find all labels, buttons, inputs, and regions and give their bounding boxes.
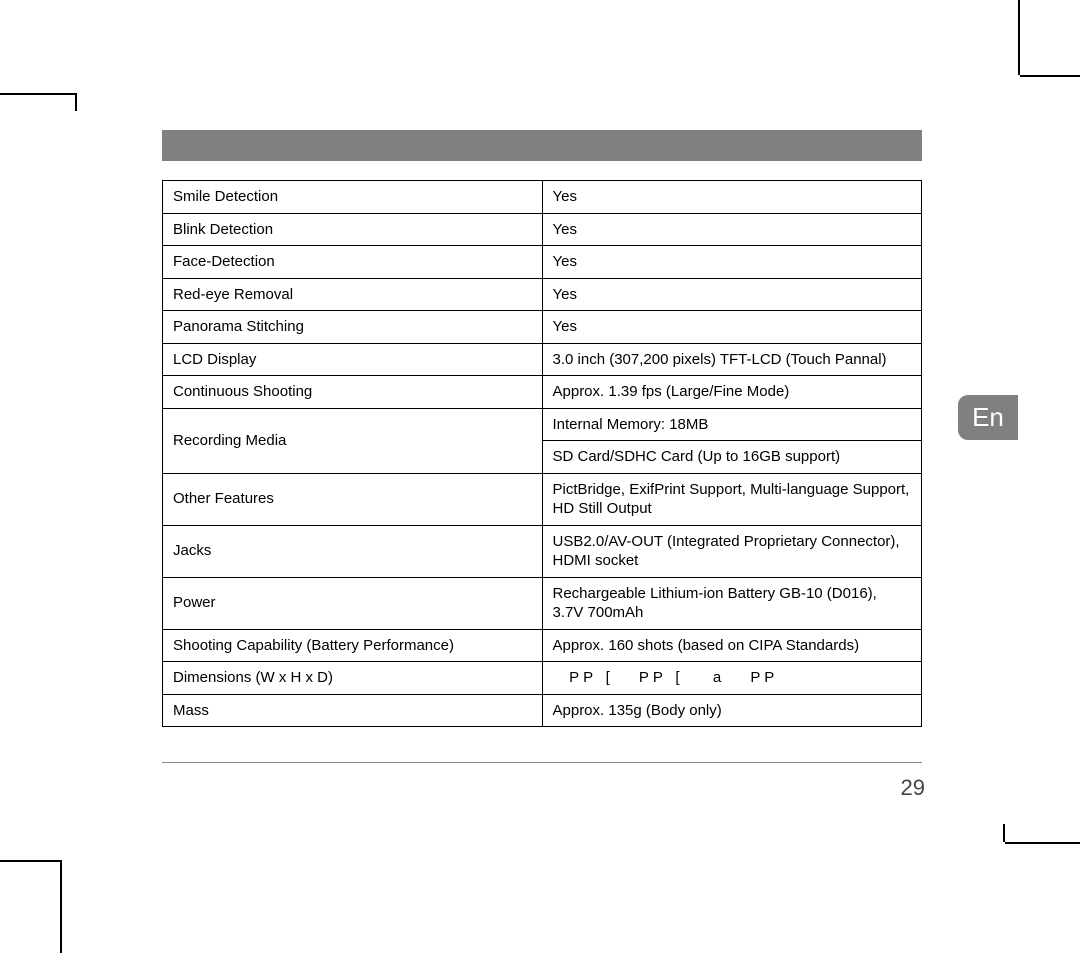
spec-label: Dimensions (W x H x D) [163,662,543,695]
spec-label: Power [163,577,543,629]
spec-label: Continuous Shooting [163,376,543,409]
table-row: MassApprox. 135g (Body only) [163,694,922,727]
table-row: Smile DetectionYes [163,181,922,214]
table-row: Blink DetectionYes [163,213,922,246]
table-row: Panorama StitchingYes [163,311,922,344]
spec-label: Shooting Capability (Battery Performance… [163,629,543,662]
table-row: Other FeaturesPictBridge, ExifPrint Supp… [163,473,922,525]
spec-value: Yes [542,213,922,246]
spec-value: 3.0 inch (307,200 pixels) TFT-LCD (Touch… [542,343,922,376]
table-row: Red-eye RemovalYes [163,278,922,311]
table-row: Dimensions (W x H x D) P P [ P P [ a P P [163,662,922,695]
table-row: Shooting Capability (Battery Performance… [163,629,922,662]
spec-label: Face-Detection [163,246,543,279]
header-bar [162,130,922,161]
table-row: Continuous ShootingApprox. 1.39 fps (Lar… [163,376,922,409]
table-row: PowerRechargeable Lithium-ion Battery GB… [163,577,922,629]
spec-label: Red-eye Removal [163,278,543,311]
spec-value: Yes [542,181,922,214]
spec-label: LCD Display [163,343,543,376]
spec-label: Other Features [163,473,543,525]
spec-label: Smile Detection [163,181,543,214]
table-row: LCD Display3.0 inch (307,200 pixels) TFT… [163,343,922,376]
page-number: 29 [901,775,925,801]
spec-value: USB2.0/AV-OUT (Integrated Proprietary Co… [542,525,922,577]
spec-value: Internal Memory: 18MB [542,408,922,441]
spec-label: Blink Detection [163,213,543,246]
crop-mark [1018,0,1020,75]
crop-mark [0,860,60,862]
spec-value: Yes [542,246,922,279]
crop-mark [0,93,75,95]
crop-mark [60,860,62,953]
crop-mark [1020,75,1080,77]
spec-value: Yes [542,311,922,344]
spec-value: Approx. 1.39 fps (Large/Fine Mode) [542,376,922,409]
spec-value: PictBridge, ExifPrint Support, Multi-lan… [542,473,922,525]
spec-value: Yes [542,278,922,311]
spec-label: Panorama Stitching [163,311,543,344]
table-row: Recording MediaInternal Memory: 18MB [163,408,922,441]
spec-value: SD Card/SDHC Card (Up to 16GB support) [542,441,922,474]
crop-mark [1005,842,1080,844]
crop-mark [1003,824,1005,842]
table-row: JacksUSB2.0/AV-OUT (Integrated Proprieta… [163,525,922,577]
footer-rule [162,762,922,763]
spec-value: Approx. 160 shots (based on CIPA Standar… [542,629,922,662]
spec-label: Recording Media [163,408,543,473]
table-row: Face-DetectionYes [163,246,922,279]
language-tab: En [958,395,1018,440]
specifications-table: Smile DetectionYesBlink DetectionYesFace… [162,180,922,727]
spec-label: Jacks [163,525,543,577]
spec-value: Rechargeable Lithium-ion Battery GB-10 (… [542,577,922,629]
spec-value: Approx. 135g (Body only) [542,694,922,727]
spec-value: P P [ P P [ a P P [542,662,922,695]
crop-mark [75,93,77,111]
spec-label: Mass [163,694,543,727]
